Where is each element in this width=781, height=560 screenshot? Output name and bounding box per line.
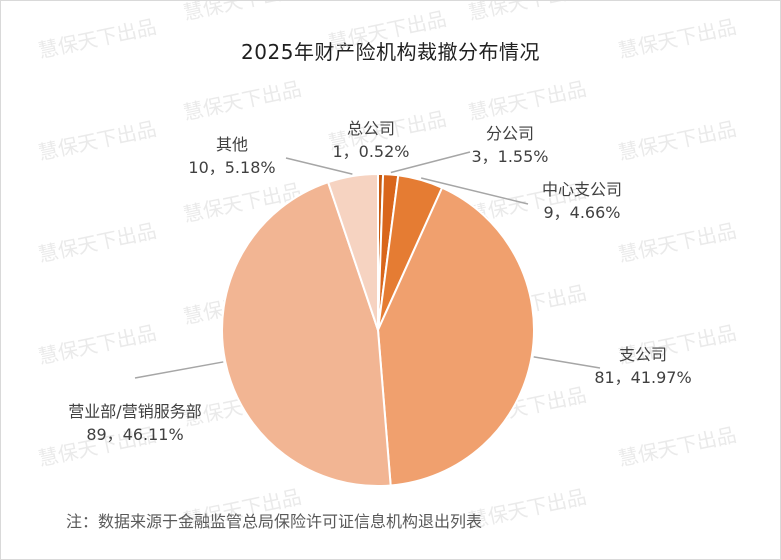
watermark-text: 慧保天下出品 <box>36 116 158 164</box>
slice-value-label-1: 3，1.55% <box>471 147 548 166</box>
leader-line-1 <box>390 151 471 174</box>
pie-slice-3 <box>376 186 535 487</box>
leader-line-3 <box>533 356 601 369</box>
watermark-text: 慧保天下出品 <box>466 76 588 124</box>
slice-value-label-4: 89，46.11% <box>86 425 183 444</box>
watermark-text: 慧保天下出品 <box>326 6 448 54</box>
pie-slice-5 <box>326 172 379 331</box>
watermark-text: 慧保天下出品 <box>181 76 303 124</box>
watermark-text: 慧保天下出品 <box>36 14 158 62</box>
slice-name-label-3: 支公司 <box>619 345 667 364</box>
leader-lines <box>134 151 601 379</box>
slice-labels: 总公司 1，0.52% 分公司 3，1.55% 中心支公司 9，4.66% 支公司 81，41… <box>68 119 691 444</box>
pie-slice-4 <box>221 180 392 487</box>
slice-name-label-0: 总公司 <box>347 119 395 138</box>
slice-name-label-2: 中心支公司 <box>542 180 622 199</box>
watermark-text: 慧保天下出品 <box>616 14 738 62</box>
watermark-text: 慧保天下出品 <box>36 320 158 368</box>
data-source-footnote: 注：数据来源于金融监管总局保险许可证信息机构退出列表 <box>66 512 483 531</box>
watermark-text: 慧保天下出品 <box>616 116 738 164</box>
slice-name-label-4: 营业部/营销服务部 <box>68 402 201 421</box>
watermark-text: 慧保天下出品 <box>616 422 738 470</box>
chart-title: 2025年财产险机构裁撤分布情况 <box>241 40 540 64</box>
watermark-text: 慧保天下出品 <box>181 0 303 25</box>
watermark-text: 慧保天下出品 <box>466 0 588 25</box>
leader-line-2 <box>420 177 529 205</box>
slice-name-label-1: 分公司 <box>486 124 534 143</box>
pie-slices <box>221 172 535 487</box>
slice-name-label-5: 其他 <box>216 135 248 154</box>
leader-line-4 <box>134 361 224 379</box>
watermark-text: 慧保天下出品 <box>36 218 158 266</box>
leader-line-5 <box>285 157 353 175</box>
slice-value-label-5: 10，5.18% <box>188 158 275 177</box>
watermark-text: 慧保天下出品 <box>616 218 738 266</box>
slice-value-label-2: 9，4.66% <box>543 203 620 222</box>
slice-value-label-3: 81，41.97% <box>594 368 691 387</box>
slice-value-label-0: 1，0.52% <box>332 142 409 161</box>
watermark-text: 慧保天下出品 <box>466 484 588 532</box>
